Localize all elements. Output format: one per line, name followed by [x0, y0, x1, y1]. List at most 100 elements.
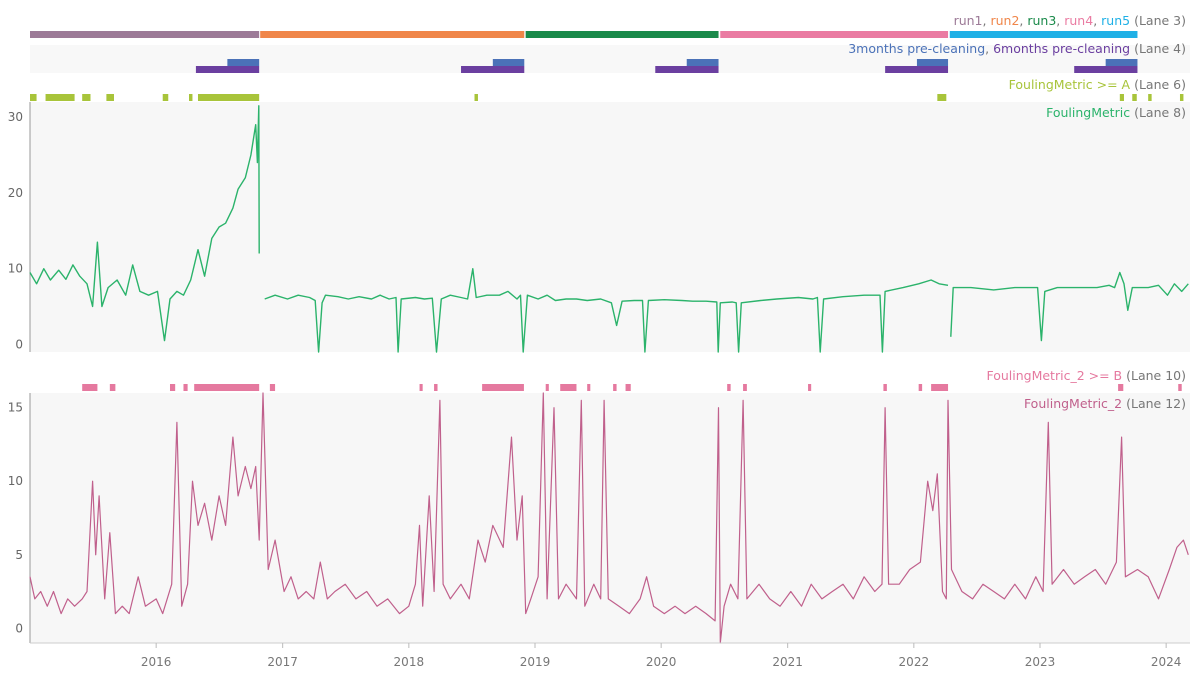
precleaning-lane-suffix: (Lane 4)	[1134, 41, 1186, 56]
threshold-b-period-19	[918, 384, 923, 391]
run3-label: run3	[1027, 13, 1056, 28]
threshold-a-period-13	[1179, 94, 1184, 101]
threshold-a-period-5	[162, 94, 169, 101]
x-tick-label-2016: 2016	[141, 655, 172, 669]
precleaning-6m-bar-2	[461, 66, 525, 73]
precleaning-6m-label: 6months pre-cleaning	[993, 41, 1130, 56]
threshold-a-lane-label: FoulingMetric >= A (Lane 6)	[1009, 77, 1186, 92]
threshold-a-period-9	[937, 94, 947, 101]
precleaning-3m-bar-1	[227, 59, 260, 66]
threshold-b-label: FoulingMetric_2 >= B	[986, 368, 1122, 383]
threshold-b-period-1	[82, 384, 98, 391]
x-tick-label-2018: 2018	[394, 655, 425, 669]
threshold-b-period-8	[434, 384, 438, 391]
fouling2-y-tick-5: 5	[15, 548, 23, 562]
fouling2-y-ticks: 0 5 10 15	[8, 401, 23, 636]
threshold-b-period-2	[109, 384, 116, 391]
precleaning-3m-bar-4	[916, 59, 949, 66]
x-tick-label-2021: 2021	[772, 655, 803, 669]
threshold-b-period-16	[743, 384, 747, 391]
x-axis-ticks: 2016 2017 2018 2019 2020 2021 2022 2023 2024	[141, 643, 1182, 669]
threshold-b-period-7	[419, 384, 423, 391]
threshold-a-bars	[30, 94, 1184, 101]
fouling-label: FoulingMetric	[1046, 105, 1130, 120]
x-tick-label-2022: 2022	[899, 655, 930, 669]
lane-fouling: 0 10 20 30 FoulingMetric (Lane 8)	[8, 102, 1190, 353]
precleaning-bars	[195, 59, 1138, 73]
run-bar-run2	[260, 31, 525, 38]
fouling2-plot-bg	[30, 393, 1190, 643]
threshold-b-period-22	[1178, 384, 1182, 391]
fouling2-label: FoulingMetric_2	[1024, 396, 1122, 411]
x-tick-label-2024: 2024	[1151, 655, 1182, 669]
threshold-b-bars	[82, 384, 1182, 391]
fouling2-series-line	[29, 392, 1189, 644]
precleaning-3m-bar-3	[686, 59, 719, 66]
x-tick-label-2023: 2023	[1025, 655, 1056, 669]
fouling-suffix: (Lane 8)	[1134, 105, 1186, 120]
run2-label: run2	[990, 13, 1019, 28]
precleaning-3m-label: 3months pre-cleaning	[848, 41, 985, 56]
run-bar-run3	[525, 31, 719, 38]
threshold-a-period-3	[82, 94, 91, 101]
lane-threshold-a: FoulingMetric >= A (Lane 6)	[30, 77, 1186, 101]
precleaning-6m-bar-4	[885, 66, 949, 73]
threshold-b-period-9	[482, 384, 524, 391]
fouling-series-line	[29, 105, 1189, 353]
precleaning-6m-bar-1	[195, 66, 260, 73]
threshold-a-period-8	[474, 94, 478, 101]
threshold-a-period-2	[45, 94, 75, 101]
threshold-a-period-4	[106, 94, 114, 101]
lane-runs: run1, run2, run3, run4, run5 (Lane 3)	[30, 13, 1186, 38]
fouling2-y-tick-15: 15	[8, 401, 23, 415]
precleaning-lane-label: 3months pre-cleaning, 6months pre-cleani…	[848, 41, 1186, 56]
fouling-y-tick-10: 10	[8, 262, 23, 276]
runs-lane-label: run1, run2, run3, run4, run5 (Lane 3)	[954, 13, 1186, 28]
precleaning-6m-bar-5	[1074, 66, 1138, 73]
threshold-b-period-18	[883, 384, 887, 391]
run5-label: run5	[1101, 13, 1130, 28]
fouling2-lane-label: FoulingMetric_2 (Lane 12)	[1024, 396, 1186, 411]
threshold-a-period-12	[1148, 94, 1152, 101]
threshold-b-period-6	[269, 384, 276, 391]
threshold-a-period-6	[188, 94, 193, 101]
threshold-b-period-3	[169, 384, 176, 391]
fouling-y-tick-20: 20	[8, 186, 23, 200]
threshold-a-period-7	[197, 94, 260, 101]
lane-precleaning: 3months pre-cleaning, 6months pre-cleani…	[30, 41, 1190, 73]
x-axis: 2016 2017 2018 2019 2020 2021 2022 2023 2024	[30, 642, 1190, 669]
threshold-a-period-11	[1132, 94, 1137, 101]
fouling-y-tick-30: 30	[8, 110, 23, 124]
fouling-lane-label: FoulingMetric (Lane 8)	[1046, 105, 1186, 120]
threshold-b-period-4	[183, 384, 188, 391]
threshold-b-period-14	[625, 384, 631, 391]
precleaning-3m-bar-5	[1105, 59, 1138, 66]
run-bar-run4	[720, 31, 949, 38]
threshold-b-period-11	[560, 384, 577, 391]
threshold-b-period-15	[727, 384, 731, 391]
fouling2-suffix: (Lane 12)	[1126, 396, 1186, 411]
threshold-b-period-20	[931, 384, 949, 391]
threshold-b-lane-label: FoulingMetric_2 >= B (Lane 10)	[986, 368, 1186, 383]
x-tick-label-2020: 2020	[646, 655, 677, 669]
lane-fouling2: 0 5 10 15 FoulingMetric_2 (Lane 12)	[8, 392, 1190, 644]
fouling-y-tick-0: 0	[15, 337, 23, 351]
run-bars	[30, 31, 1138, 38]
run1-label: run1	[954, 13, 983, 28]
threshold-b-period-13	[613, 384, 617, 391]
threshold-a-period-10	[1119, 94, 1124, 101]
run-bar-run5	[949, 31, 1138, 38]
fouling2-y-tick-10: 10	[8, 474, 23, 488]
lane-threshold-b: FoulingMetric_2 >= B (Lane 10)	[82, 368, 1186, 391]
threshold-b-suffix: (Lane 10)	[1126, 368, 1186, 383]
precleaning-3m-bar-2	[492, 59, 525, 66]
threshold-a-period-1	[30, 94, 37, 101]
precleaning-6m-bar-3	[655, 66, 719, 73]
fouling-plot-bg	[30, 102, 1190, 352]
threshold-b-period-17	[808, 384, 812, 391]
fouling-y-ticks: 0 10 20 30	[8, 110, 23, 351]
x-tick-label-2019: 2019	[520, 655, 551, 669]
x-tick-label-2017: 2017	[267, 655, 298, 669]
runs-lane-suffix: (Lane 3)	[1134, 13, 1186, 28]
